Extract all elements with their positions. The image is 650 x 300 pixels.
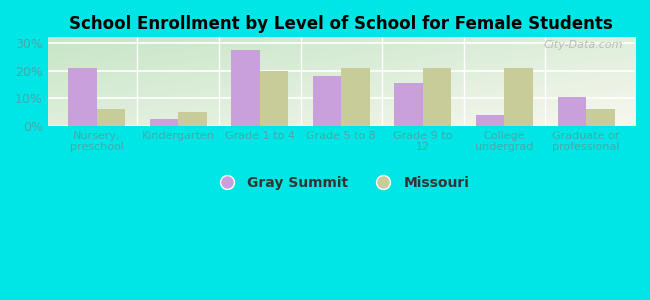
Title: School Enrollment by Level of School for Female Students: School Enrollment by Level of School for… [70, 15, 613, 33]
Bar [178, 112, 207, 126]
Bar [68, 68, 97, 126]
Bar [504, 68, 533, 126]
Bar [97, 109, 125, 126]
Bar [313, 76, 341, 126]
Bar [260, 70, 289, 126]
Bar [586, 109, 615, 126]
Bar [231, 50, 260, 126]
Bar [341, 68, 370, 126]
Bar [558, 97, 586, 126]
Bar [423, 68, 452, 126]
Bar [395, 83, 423, 126]
Bar [150, 119, 178, 126]
Legend: Gray Summit, Missouri: Gray Summit, Missouri [207, 170, 476, 195]
Text: City-Data.com: City-Data.com [544, 40, 623, 50]
Bar [476, 115, 504, 126]
